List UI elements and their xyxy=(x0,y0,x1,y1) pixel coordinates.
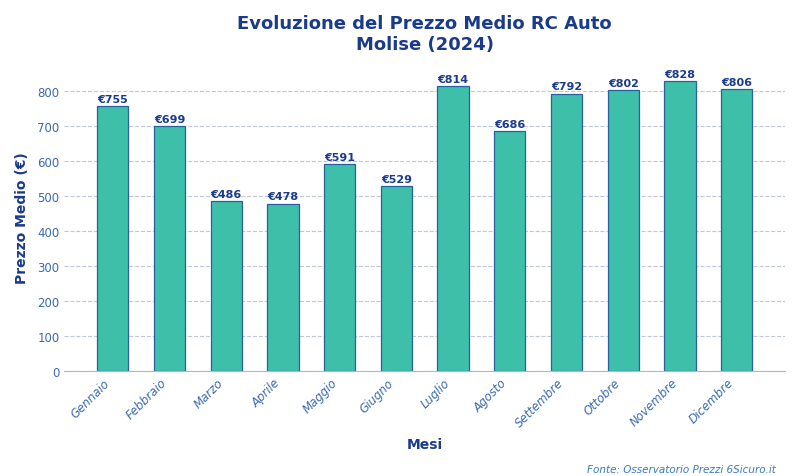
Bar xyxy=(324,165,355,371)
Bar xyxy=(721,89,752,371)
Bar xyxy=(381,186,412,371)
Text: €699: €699 xyxy=(154,115,185,125)
Text: Fonte: Osservatorio Prezzi 6Sicuro.it: Fonte: Osservatorio Prezzi 6Sicuro.it xyxy=(587,464,776,474)
Bar xyxy=(438,87,469,371)
Text: €529: €529 xyxy=(381,174,412,184)
Bar xyxy=(97,107,128,371)
Text: €591: €591 xyxy=(324,152,355,162)
Bar xyxy=(494,131,526,371)
Text: €486: €486 xyxy=(210,189,242,199)
Bar xyxy=(267,204,298,371)
X-axis label: Mesi: Mesi xyxy=(406,437,442,452)
Bar xyxy=(210,201,242,371)
Bar xyxy=(551,94,582,371)
Text: €806: €806 xyxy=(721,77,752,87)
Bar xyxy=(154,127,185,371)
Bar xyxy=(664,82,695,371)
Text: €755: €755 xyxy=(98,95,128,105)
Text: €686: €686 xyxy=(494,119,526,129)
Bar xyxy=(608,91,639,371)
Text: €802: €802 xyxy=(608,79,638,89)
Text: €478: €478 xyxy=(267,192,298,202)
Text: €828: €828 xyxy=(665,69,695,79)
Text: €792: €792 xyxy=(551,82,582,92)
Title: Evoluzione del Prezzo Medio RC Auto
Molise (2024): Evoluzione del Prezzo Medio RC Auto Moli… xyxy=(238,15,612,54)
Text: €814: €814 xyxy=(438,75,469,85)
Y-axis label: Prezzo Medio (€): Prezzo Medio (€) xyxy=(15,152,29,283)
